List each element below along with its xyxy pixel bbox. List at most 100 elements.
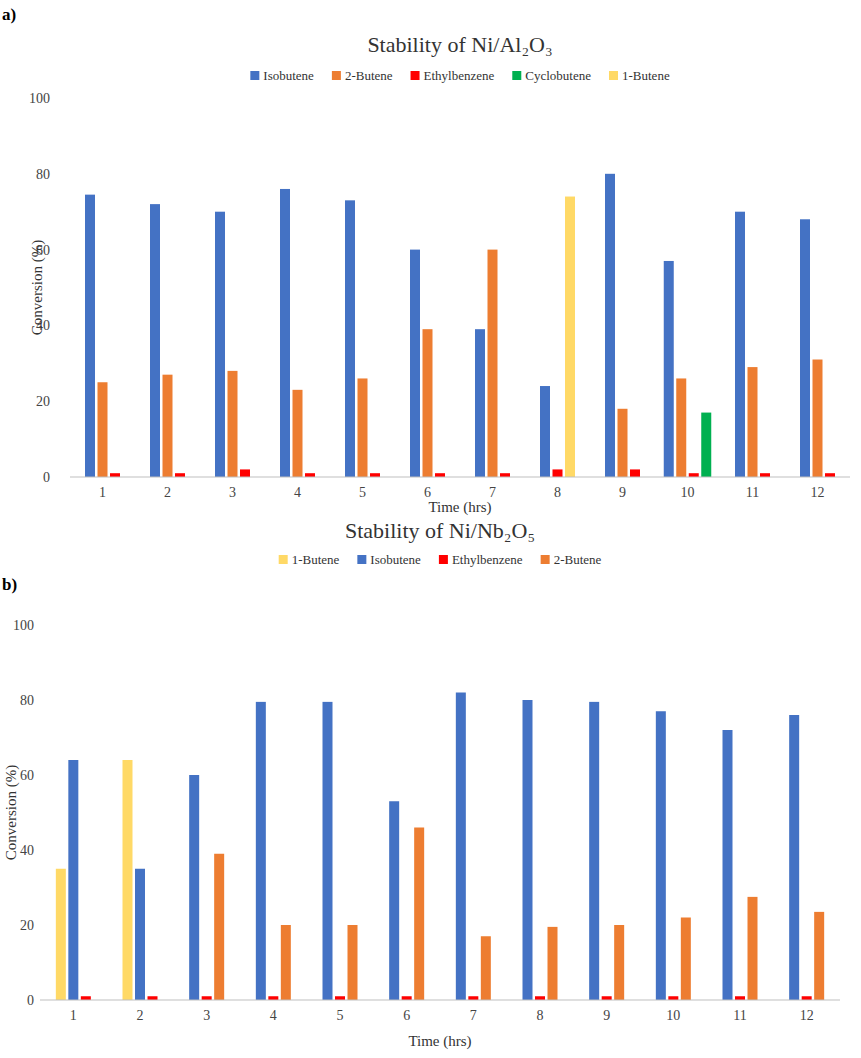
bar <box>481 936 491 1000</box>
bar <box>345 200 355 477</box>
bar <box>802 996 812 1000</box>
bar <box>523 700 533 1000</box>
bar <box>423 329 433 477</box>
legend-swatch <box>332 71 341 80</box>
x-axis-label: Time (hrs) <box>408 1033 471 1050</box>
bar <box>323 702 333 1000</box>
bar <box>676 378 686 477</box>
bar <box>335 996 345 1000</box>
x-tick-label: 7 <box>489 485 496 500</box>
bar <box>456 693 466 1001</box>
bar <box>689 473 699 477</box>
legend-swatch <box>357 555 366 564</box>
bar <box>535 996 545 1000</box>
bar <box>565 197 575 477</box>
x-tick-label: 4 <box>270 1008 277 1023</box>
bar <box>135 869 145 1000</box>
y-tick-label: 40 <box>20 843 34 858</box>
title: Stability of Ni/Al₂O₃ <box>367 32 552 57</box>
x-tick-label: 10 <box>666 1008 680 1023</box>
bar <box>589 702 599 1000</box>
x-tick-label: 1 <box>99 485 106 500</box>
legend: Isobutene2-ButeneEthylbenzeneCyclobutene… <box>250 68 670 83</box>
x-axis-label: Time (hrs) <box>428 499 491 516</box>
y-tick-label: 0 <box>43 470 50 485</box>
bar <box>668 996 678 1000</box>
bar <box>800 219 810 477</box>
bar <box>148 996 158 1000</box>
bar <box>81 996 91 1000</box>
panel-label: b) <box>2 575 17 594</box>
bar <box>175 473 185 477</box>
legend-label: 2-Butene <box>554 552 602 567</box>
y-tick-label: 0 <box>27 993 34 1008</box>
bar <box>240 469 250 477</box>
title: Stability of Ni/Nb₂O₅ <box>345 518 535 543</box>
legend-label: Isobutene <box>263 68 314 83</box>
x-tick-label: 6 <box>403 1008 410 1023</box>
x-tick-label: 9 <box>619 485 626 500</box>
legend-swatch <box>512 71 521 80</box>
x-tick-label: 7 <box>470 1008 477 1023</box>
legend-swatch <box>411 71 420 80</box>
bar <box>605 174 615 477</box>
bar <box>110 473 120 477</box>
y-tick-label: 20 <box>36 394 50 409</box>
bar <box>723 730 733 1000</box>
bar <box>410 250 420 477</box>
x-tick-label: 3 <box>203 1008 210 1023</box>
bar <box>825 473 835 477</box>
bar <box>228 371 238 477</box>
bar <box>735 212 745 477</box>
y-tick-label: 100 <box>13 618 34 633</box>
bar <box>475 329 485 477</box>
bar <box>85 195 95 477</box>
x-tick-label: 9 <box>603 1008 610 1023</box>
bar <box>56 869 66 1000</box>
panel-label: a) <box>2 5 16 24</box>
bar <box>540 386 550 477</box>
legend-label: 1-Butene <box>622 68 670 83</box>
bar <box>280 189 290 477</box>
bar <box>98 382 108 477</box>
bar <box>701 413 711 477</box>
y-axis-label: Conversion (%) <box>3 765 20 860</box>
legend-label: Ethylbenzene <box>424 68 495 83</box>
x-tick-label: 2 <box>164 485 171 500</box>
bar <box>281 925 291 1000</box>
x-tick-label: 2 <box>137 1008 144 1023</box>
bar <box>630 469 640 477</box>
legend-label: Ethylbenzene <box>452 552 523 567</box>
bar <box>293 390 303 477</box>
y-tick-label: 80 <box>20 693 34 708</box>
x-tick-label: 1 <box>70 1008 77 1023</box>
legend-swatch <box>250 71 259 80</box>
bar <box>656 711 666 1000</box>
bar <box>664 261 674 477</box>
bar <box>358 378 368 477</box>
bar <box>602 996 612 1000</box>
bar <box>268 996 278 1000</box>
bar <box>614 925 624 1000</box>
x-tick-label: 8 <box>554 485 561 500</box>
x-tick-label: 12 <box>811 485 825 500</box>
x-axis <box>70 477 850 478</box>
bar <box>214 854 224 1000</box>
bar <box>163 375 173 477</box>
bar <box>548 927 558 1000</box>
legend-label: Isobutene <box>370 552 421 567</box>
bars <box>85 174 835 477</box>
bar <box>468 996 478 1000</box>
bar <box>435 473 445 477</box>
bar <box>389 801 399 1000</box>
figure: a) Stability of Ni/Al₂O₃ Isobutene 2-Butene… <box>0 0 861 1058</box>
y-tick-label: 80 <box>36 167 50 182</box>
bar <box>202 996 212 1000</box>
bar <box>553 469 563 477</box>
legend: 1-ButeneIsobuteneEthylbenzene2-Butene <box>279 552 602 567</box>
bar <box>760 473 770 477</box>
legend-label: Cyclobutene <box>525 68 591 83</box>
x-tick-label: 11 <box>733 1008 746 1023</box>
bar <box>256 702 266 1000</box>
y-axis-label: Conversion (%) <box>29 240 46 335</box>
